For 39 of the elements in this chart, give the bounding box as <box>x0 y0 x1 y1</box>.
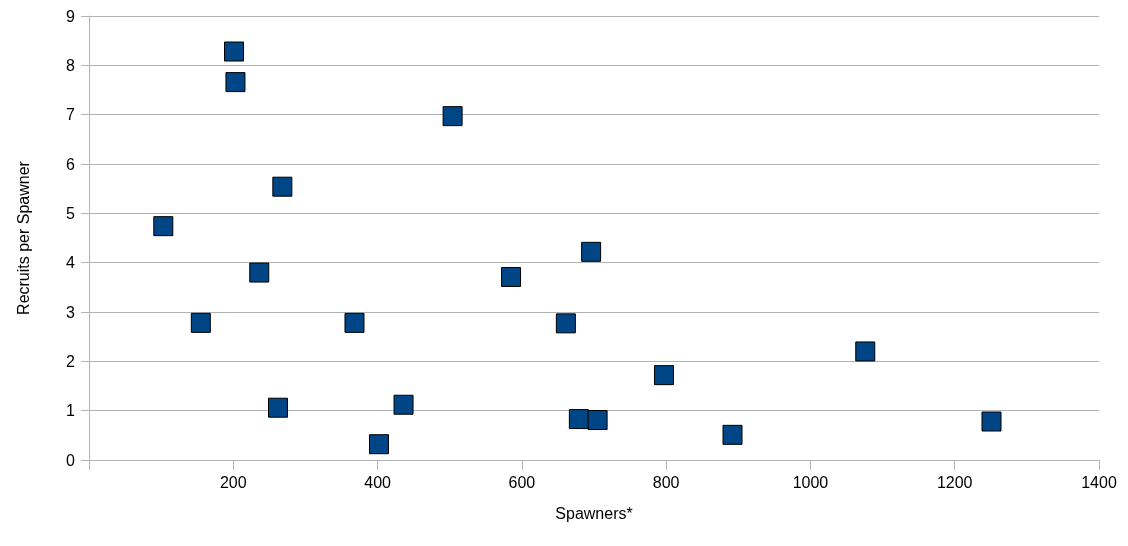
y-tick-label: 6 <box>66 155 76 173</box>
point <box>501 266 522 287</box>
y-tick-label: 2 <box>66 352 76 370</box>
point <box>272 176 293 197</box>
x-tick-label: 1200 <box>936 473 973 491</box>
point <box>587 410 608 431</box>
point <box>855 341 876 362</box>
point <box>981 411 1002 432</box>
point <box>442 106 463 127</box>
point <box>344 312 365 333</box>
x-tick-label: 800 <box>652 473 680 491</box>
y-tick-label: 8 <box>66 56 76 74</box>
y-tick-label: 7 <box>66 106 76 124</box>
y-tick-label: 1 <box>66 402 76 420</box>
point <box>581 241 602 262</box>
point <box>268 397 289 418</box>
x-tick-label: 1400 <box>1081 473 1117 491</box>
x-tick-label: 200 <box>219 473 247 491</box>
point <box>653 365 674 386</box>
y-tick-label: 5 <box>66 204 76 222</box>
y-tick-label: 4 <box>66 254 76 272</box>
point <box>225 72 246 93</box>
point <box>249 262 270 283</box>
y-tick-label: 9 <box>66 7 76 25</box>
point <box>722 424 743 445</box>
point <box>568 409 589 430</box>
point <box>393 394 414 415</box>
x-tick-label: 600 <box>508 473 536 491</box>
x-axis-title: Spawners* <box>555 504 633 522</box>
x-tick-label: 1000 <box>792 473 829 491</box>
point <box>369 434 390 455</box>
point <box>555 313 576 334</box>
point <box>190 312 211 333</box>
y-axis-title: Recruits per Spawner <box>14 160 32 315</box>
y-tick-label: 0 <box>66 451 76 469</box>
y-tick-label: 3 <box>66 303 76 321</box>
x-tick-label: 400 <box>364 473 392 491</box>
point <box>153 216 174 237</box>
point <box>224 41 245 62</box>
